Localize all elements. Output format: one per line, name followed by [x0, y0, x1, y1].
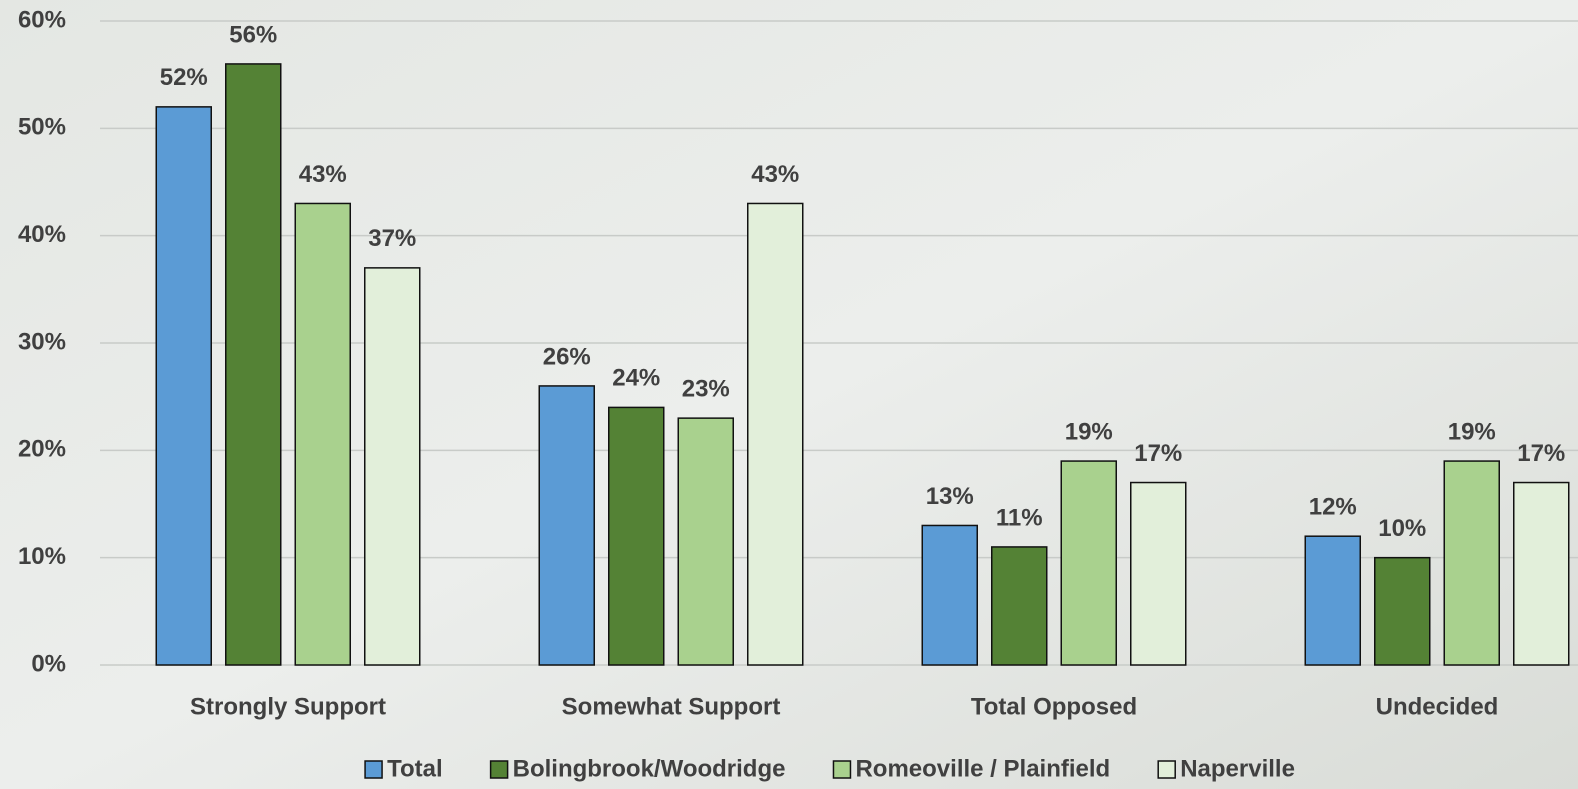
data-label: 56%	[229, 21, 277, 48]
bar	[1131, 483, 1186, 665]
data-label: 37%	[368, 225, 416, 252]
chart: 0% 10% 20% 30% 40% 50% 60% Strongly Support 52% 5…	[0, 0, 1578, 789]
legend-swatch	[1158, 761, 1175, 778]
bar	[365, 268, 420, 665]
data-label: 43%	[751, 161, 799, 188]
bar	[226, 64, 281, 665]
legend-swatch	[833, 761, 850, 778]
bar	[748, 203, 803, 665]
data-label: 26%	[543, 343, 591, 370]
y-tick-label: 0%	[31, 650, 66, 677]
data-label: 24%	[612, 365, 660, 392]
legend-swatch	[491, 761, 508, 778]
legend-label: Naperville	[1180, 755, 1295, 782]
legend-label: Romeoville / Plainfield	[855, 755, 1110, 782]
bar	[992, 547, 1047, 665]
bar	[295, 203, 350, 665]
data-label: 10%	[1378, 515, 1426, 542]
legend-swatch	[365, 761, 382, 778]
bar	[1444, 461, 1499, 665]
data-label: 19%	[1065, 418, 1113, 445]
x-tick-label: Total Opposed	[971, 693, 1137, 720]
bar	[1305, 536, 1360, 665]
data-label: 23%	[682, 375, 730, 402]
data-label: 12%	[1309, 494, 1357, 521]
legend-label: Bolingbrook/Woodridge	[513, 755, 786, 782]
y-tick-label: 40%	[18, 221, 66, 248]
bar	[156, 107, 211, 665]
bar	[1514, 483, 1569, 665]
bar	[1061, 461, 1116, 665]
bar	[1375, 558, 1430, 665]
data-label: 43%	[299, 161, 347, 188]
legend-label: Total	[387, 755, 443, 782]
bar	[539, 386, 594, 665]
x-tick-label: Somewhat Support	[562, 693, 781, 720]
x-tick-label: Undecided	[1376, 693, 1499, 720]
x-tick-label: Strongly Support	[190, 693, 386, 720]
y-tick-label: 30%	[18, 328, 66, 355]
y-tick-label: 50%	[18, 114, 66, 141]
y-tick-label: 10%	[18, 543, 66, 570]
bar	[922, 525, 977, 665]
bar	[609, 407, 664, 665]
data-label: 11%	[996, 504, 1043, 531]
data-label: 13%	[926, 483, 974, 510]
data-label: 17%	[1134, 440, 1182, 467]
data-label: 19%	[1448, 418, 1496, 445]
data-label: 52%	[160, 64, 208, 91]
data-label: 17%	[1517, 440, 1565, 467]
y-tick-label: 20%	[18, 436, 66, 463]
y-tick-label: 60%	[18, 6, 66, 33]
bar	[678, 418, 733, 665]
